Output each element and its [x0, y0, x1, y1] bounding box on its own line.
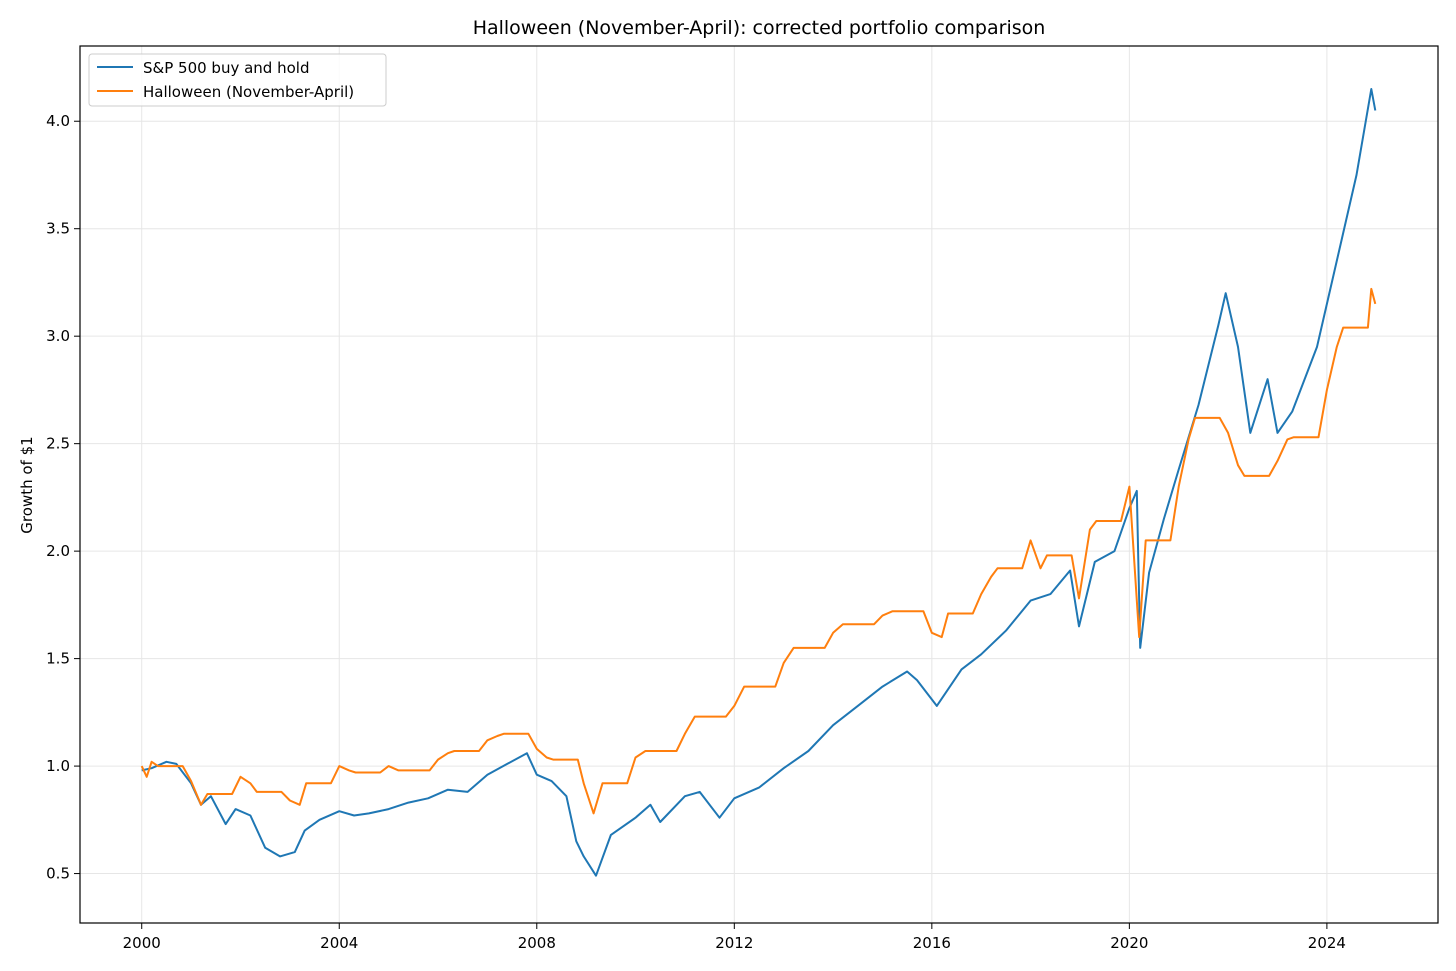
x-tick-label: 2000 [123, 934, 161, 952]
legend-box [88, 53, 387, 107]
y-tick-label: 3.0 [46, 327, 70, 345]
y-tick-label: 3.5 [46, 220, 70, 238]
plot-area-frame [79, 45, 1439, 924]
x-tick-label: 2020 [1110, 934, 1148, 952]
series-line-sp500 [141, 88, 1377, 877]
y-tick-label: 0.5 [46, 865, 70, 883]
y-tick-label: 4.0 [46, 112, 70, 130]
y-tick-label: 2.0 [46, 542, 70, 560]
series-line-halloween [140, 287, 1377, 815]
x-tick-label: 2004 [320, 934, 358, 952]
x-tick-label: 2024 [1308, 934, 1346, 952]
legend: S&P 500 buy and hold Halloween (November… [88, 53, 387, 107]
grid-lines [80, 46, 1438, 923]
chart-title: Halloween (November-April): corrected po… [473, 17, 1046, 39]
y-tick-label: 1.0 [46, 757, 70, 775]
x-tick-label: 2012 [715, 934, 753, 952]
y-axis-label: Growth of $1 [18, 436, 36, 533]
legend-label-halloween: Halloween (November-April) [143, 83, 354, 101]
x-tick-label: 2008 [518, 934, 556, 952]
y-tick-label: 2.5 [46, 435, 70, 453]
legend-label-sp500: S&P 500 buy and hold [143, 59, 309, 77]
axis-ticks: 2000 2004 2008 2012 2016 2020 2024 0.5 1.0 1.5 2.0… [46, 112, 1346, 952]
x-tick-label: 2016 [913, 934, 951, 952]
y-tick-label: 1.5 [46, 650, 70, 668]
series-lines [140, 88, 1377, 877]
